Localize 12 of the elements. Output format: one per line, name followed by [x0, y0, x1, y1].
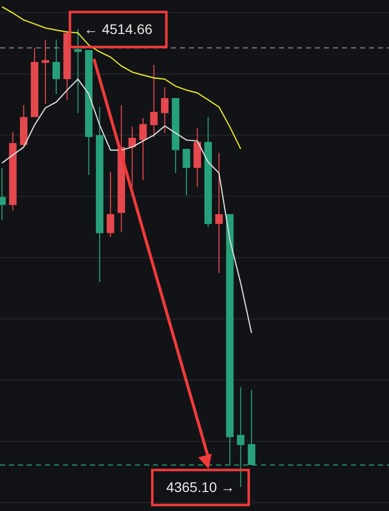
- candlestick: [139, 117, 147, 181]
- candlestick: [150, 64, 158, 138]
- candlestick: [128, 126, 136, 188]
- candlestick: [42, 39, 50, 104]
- candlestick: [182, 148, 190, 196]
- candlestick: [74, 28, 82, 114]
- candlestick: [52, 39, 60, 95]
- annotation: ← 4514.66: [84, 21, 153, 37]
- candlestick: [106, 171, 114, 238]
- candlestick: [161, 86, 168, 134]
- annotation: 4365.10 →: [166, 479, 235, 495]
- candlestick: [215, 152, 223, 274]
